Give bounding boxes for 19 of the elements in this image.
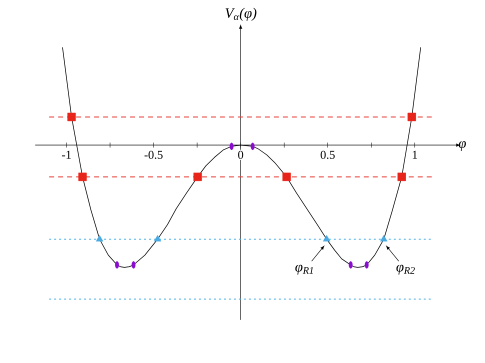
annotation: φ$_{R2}$ <box>396 264 415 275</box>
point <box>282 172 291 182</box>
point <box>154 234 162 242</box>
x-tick-label: 0.5 <box>320 150 335 159</box>
point <box>408 112 416 122</box>
y-axis-title: V$_{α}$(φ) <box>226 8 256 21</box>
x-tick-label: -1 <box>62 150 71 159</box>
point <box>380 234 388 242</box>
x-axis-title: φ <box>458 141 466 151</box>
point <box>78 172 87 182</box>
x-tick-label: 0 <box>238 150 244 159</box>
point <box>96 234 104 242</box>
point <box>193 172 202 182</box>
point <box>398 172 406 182</box>
point <box>323 234 330 242</box>
x-tick-label: 1 <box>412 150 418 159</box>
point <box>67 112 76 122</box>
annotation: φ$_{R1}$ <box>295 264 313 275</box>
x-tick-label: -0.5 <box>144 150 163 159</box>
